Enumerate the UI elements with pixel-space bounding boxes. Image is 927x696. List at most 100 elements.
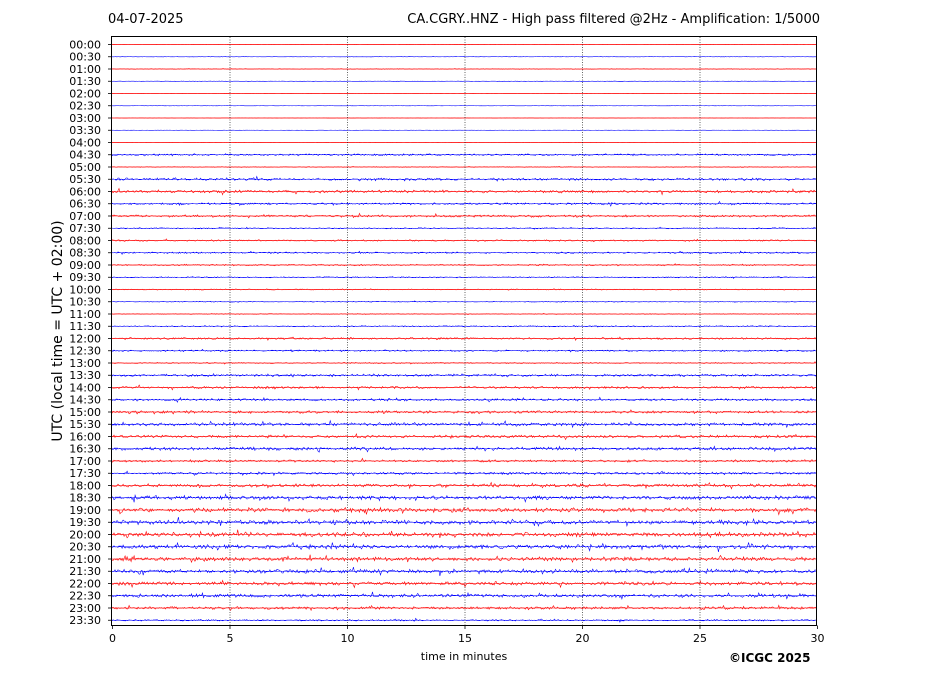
x-tick-label: 20	[576, 632, 590, 645]
y-tick-label: 18:30	[69, 492, 101, 505]
y-tick-label: 20:30	[69, 541, 101, 554]
trace-1400	[111, 384, 817, 391]
trace-1300	[111, 361, 817, 365]
y-axis-label: UTC (local time = UTC + 02:00)	[50, 220, 66, 441]
trace-1500	[111, 409, 817, 415]
trace-0600	[111, 187, 817, 196]
x-tick-label: 30	[811, 632, 825, 645]
trace-1100	[111, 313, 817, 315]
y-tick-label: 19:30	[69, 516, 101, 529]
trace-0530	[111, 175, 817, 182]
trace-0630	[111, 200, 817, 207]
y-tick-label: 04:00	[69, 136, 101, 149]
trace-1800	[111, 481, 817, 490]
y-tick-label: 07:00	[69, 210, 101, 223]
y-tick-label: 09:30	[69, 271, 101, 284]
y-tick-label: 22:30	[69, 590, 101, 603]
y-tick-label: 21:00	[69, 553, 101, 566]
y-tick-label: 12:00	[69, 332, 101, 345]
y-tick-label: 21:30	[69, 565, 101, 578]
y-axis-ticks: 00:0000:3001:0001:3002:0002:3003:0003:30…	[69, 38, 112, 627]
y-tick-label: 02:00	[69, 87, 101, 100]
y-tick-label: 05:00	[69, 161, 101, 174]
chart-title: CA.CGRY..HNZ - High pass filtered @2Hz -…	[407, 12, 820, 27]
y-tick-label: 10:30	[69, 296, 101, 309]
x-tick-label: 10	[341, 632, 355, 645]
trace-1630	[111, 445, 817, 453]
trace-0800	[111, 238, 817, 243]
trace-0430	[111, 153, 817, 157]
y-tick-label: 11:30	[69, 320, 101, 333]
trace-0730	[111, 226, 817, 230]
trace-2100	[111, 554, 817, 564]
trace-2200	[111, 579, 817, 589]
y-tick-label: 19:00	[69, 504, 101, 517]
y-tick-label: 23:30	[69, 614, 101, 627]
trace-1600	[111, 433, 817, 441]
y-tick-label: 00:30	[69, 51, 101, 64]
y-tick-label: 17:00	[69, 455, 101, 468]
y-tick-label: 17:30	[69, 467, 101, 480]
y-tick-label: 14:00	[69, 381, 101, 394]
trace-2330	[111, 617, 817, 623]
trace-1200	[111, 336, 817, 342]
seismic-traces	[111, 43, 817, 623]
y-tick-label: 08:30	[69, 247, 101, 260]
y-tick-label: 20:00	[69, 528, 101, 541]
trace-2000	[111, 529, 817, 539]
trace-1000	[111, 288, 817, 291]
y-tick-label: 12:30	[69, 345, 101, 358]
trace-1030	[111, 300, 817, 303]
y-tick-label: 15:30	[69, 418, 101, 431]
copyright-label: ©ICGC 2025	[729, 651, 811, 665]
y-tick-label: 07:30	[69, 222, 101, 235]
trace-1900	[111, 506, 817, 516]
y-tick-label: 23:00	[69, 602, 101, 615]
trace-2030	[111, 541, 817, 553]
y-tick-label: 06:30	[69, 198, 101, 211]
y-tick-label: 13:00	[69, 357, 101, 370]
trace-0900	[111, 263, 817, 267]
vertical-gridlines	[229, 37, 701, 625]
y-tick-label: 13:30	[69, 369, 101, 382]
y-tick-label: 16:00	[69, 430, 101, 443]
trace-1330	[111, 372, 817, 378]
x-tick-label: 15	[458, 632, 472, 645]
x-axis-label: time in minutes	[421, 650, 508, 663]
y-tick-label: 08:00	[69, 234, 101, 247]
trace-1830	[111, 493, 817, 503]
trace-0930	[111, 276, 817, 279]
y-tick-label: 15:00	[69, 406, 101, 419]
y-tick-label: 02:30	[69, 100, 101, 113]
y-tick-label: 11:00	[69, 308, 101, 321]
y-tick-label: 06:00	[69, 185, 101, 198]
y-tick-label: 09:00	[69, 259, 101, 272]
trace-0830	[111, 250, 817, 255]
x-tick-label: 0	[109, 632, 116, 645]
trace-1130	[111, 325, 817, 328]
trace-0700	[111, 212, 817, 219]
y-tick-label: 22:00	[69, 577, 101, 590]
trace-2130	[111, 566, 817, 576]
date-label: 04-07-2025	[108, 12, 184, 27]
y-tick-label: 04:30	[69, 149, 101, 162]
x-tick-label: 5	[227, 632, 234, 645]
y-tick-label: 10:00	[69, 283, 101, 296]
trace-1930	[111, 517, 817, 528]
trace-0400	[111, 141, 817, 144]
y-tick-label: 03:30	[69, 124, 101, 137]
trace-0130	[111, 80, 817, 82]
y-tick-label: 14:30	[69, 394, 101, 407]
y-tick-label: 00:00	[69, 38, 101, 51]
trace-0500	[111, 166, 817, 168]
trace-1530	[111, 419, 817, 429]
x-axis-ticks: 0 5 10 15 20 25 30	[109, 625, 825, 645]
y-tick-label: 01:30	[69, 75, 101, 88]
trace-1230	[111, 348, 817, 353]
trace-1730	[111, 470, 817, 477]
y-tick-label: 16:30	[69, 443, 101, 456]
x-tick-label: 25	[693, 632, 707, 645]
y-tick-label: 05:30	[69, 173, 101, 186]
y-tick-label: 18:00	[69, 479, 101, 492]
